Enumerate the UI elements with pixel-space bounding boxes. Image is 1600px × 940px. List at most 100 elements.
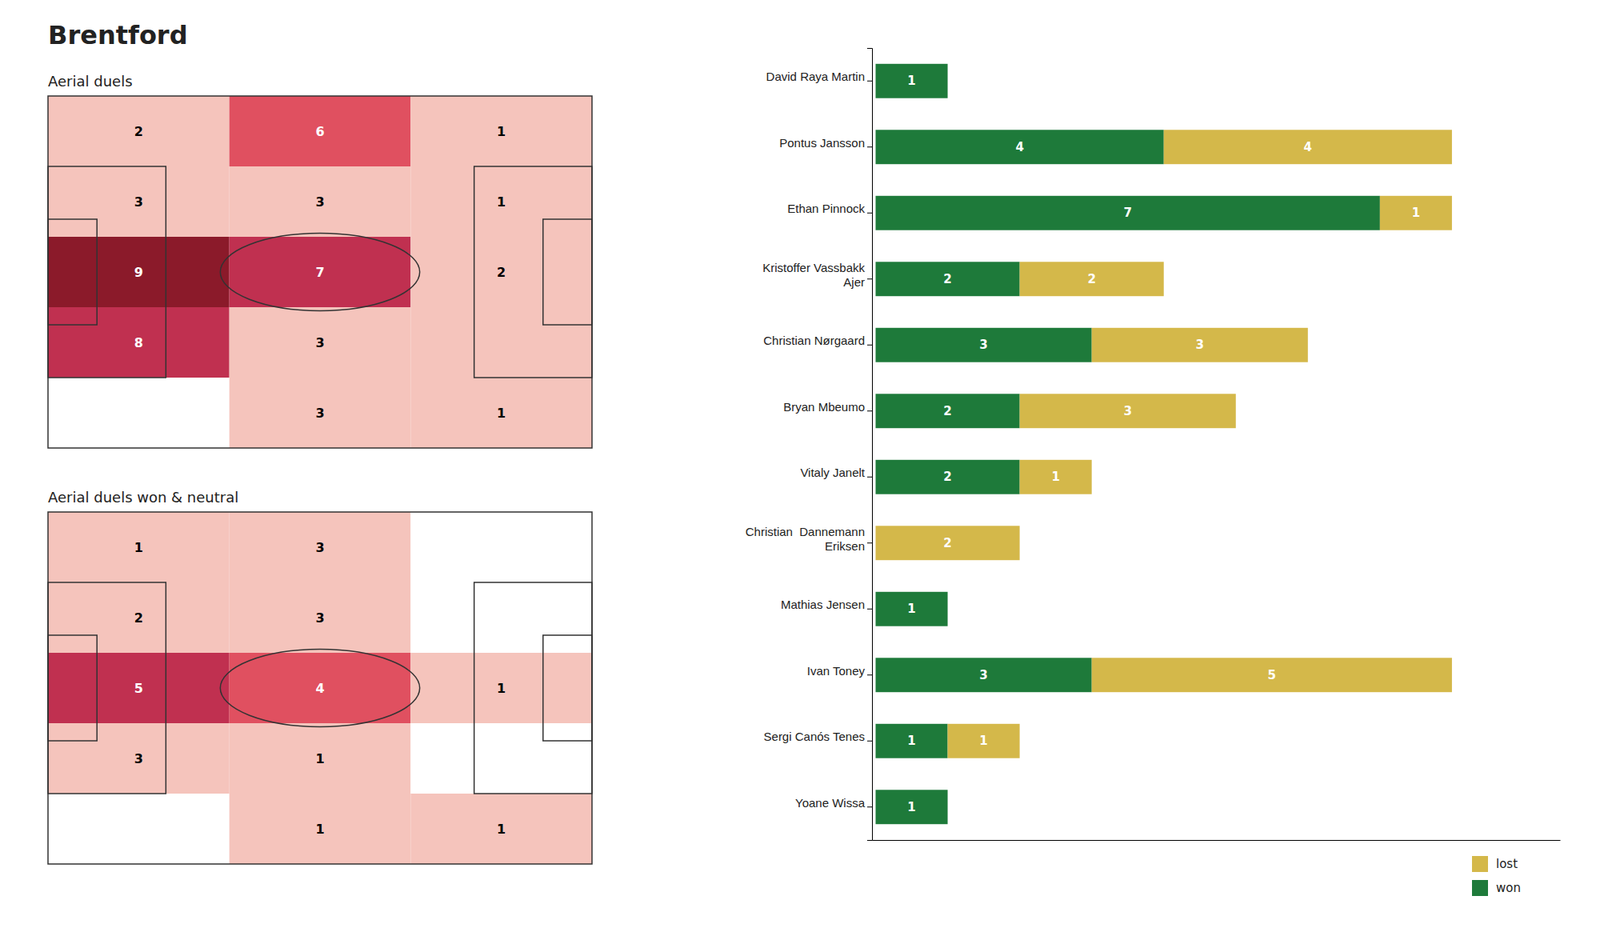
tick-mark bbox=[867, 410, 872, 412]
heatmap-cell bbox=[410, 582, 592, 653]
cells bbox=[48, 512, 592, 864]
heatmap-cell bbox=[48, 793, 230, 864]
tick-label: Kristoffer VassbakkAjer bbox=[762, 260, 865, 289]
series bbox=[876, 129, 1452, 758]
tick-mark bbox=[867, 476, 872, 478]
data-label: 1 bbox=[907, 733, 916, 748]
bar bbox=[876, 460, 1020, 495]
series bbox=[876, 64, 1380, 824]
data-label: 1 bbox=[1412, 205, 1420, 220]
bar bbox=[876, 393, 1020, 428]
heatmap-cell bbox=[48, 236, 230, 308]
tick: Kristoffer VassbakkAjer bbox=[762, 260, 872, 289]
data-label: 2 bbox=[134, 610, 144, 626]
data-label: 1 bbox=[315, 821, 324, 837]
data-label: 7 bbox=[1123, 205, 1132, 220]
tick-mark bbox=[867, 212, 872, 214]
data-label: 3 bbox=[134, 751, 144, 767]
tick-mark bbox=[867, 740, 872, 742]
pitch-line bbox=[474, 582, 592, 794]
heatmap-cell bbox=[410, 723, 592, 794]
bar bbox=[947, 64, 948, 99]
heatmap-cell bbox=[229, 166, 412, 237]
pitch-line bbox=[48, 166, 166, 378]
bar bbox=[1164, 129, 1452, 164]
pitch-lines bbox=[48, 512, 592, 864]
tick-mark bbox=[867, 542, 872, 544]
legend: lostwon bbox=[1472, 856, 1521, 896]
data-labels: 13235413111 bbox=[134, 540, 506, 837]
data-label: 3 bbox=[979, 668, 988, 683]
bar bbox=[1020, 261, 1164, 296]
data-label: 5 bbox=[134, 680, 144, 696]
data-label: 3 bbox=[315, 194, 324, 210]
tick-label: Ethan Pinnock bbox=[787, 201, 865, 216]
tick-mark bbox=[867, 608, 872, 610]
heatmap-cell bbox=[229, 793, 412, 864]
bar bbox=[947, 789, 948, 824]
heatmap-cell bbox=[48, 166, 230, 237]
bar bbox=[876, 196, 1380, 231]
tick-label: Vitaly Janelt bbox=[800, 465, 865, 480]
data-label: 3 bbox=[315, 335, 324, 351]
heatmap-cell bbox=[229, 377, 412, 448]
tick: Sergi Canós Tenes bbox=[764, 729, 872, 744]
data-labels: 2613319728331 bbox=[134, 124, 506, 421]
cells bbox=[48, 96, 592, 448]
data-label: 3 bbox=[1196, 337, 1204, 352]
bar bbox=[1092, 328, 1308, 363]
heatmap-cell bbox=[229, 652, 412, 724]
data-label: 1 bbox=[907, 800, 916, 815]
pitch-line bbox=[474, 166, 592, 378]
bar bbox=[1380, 196, 1452, 231]
heatmap-cell bbox=[48, 723, 230, 794]
chart-root: BrentfordAerial duels2613319728331Aerial… bbox=[0, 0, 1600, 940]
bar bbox=[876, 592, 948, 627]
pitch-lines bbox=[48, 96, 592, 448]
tick: Bryan Mbeumo bbox=[783, 400, 872, 414]
bar bbox=[876, 129, 1164, 164]
pitch-line bbox=[220, 649, 420, 728]
pitch-line bbox=[48, 582, 166, 794]
chart-title: Aerial duels won & neutral bbox=[48, 488, 239, 506]
tick: David Raya Martin bbox=[766, 69, 872, 84]
bar bbox=[876, 64, 948, 99]
tick: Ivan Toney bbox=[807, 664, 872, 678]
pitch-line bbox=[48, 635, 97, 741]
data-label: 3 bbox=[315, 405, 324, 421]
legend-item: won bbox=[1472, 880, 1521, 896]
heatmap-cell bbox=[410, 166, 592, 237]
data-label: 2 bbox=[1087, 272, 1096, 287]
tick-label: Christian DannemannEriksen bbox=[745, 524, 865, 553]
data-labels: 14723221311412331251 bbox=[907, 73, 1420, 815]
bar bbox=[876, 724, 948, 759]
bar bbox=[876, 328, 1092, 363]
legend-swatch bbox=[1472, 880, 1488, 896]
data-label: 1 bbox=[979, 733, 988, 748]
tick-mark bbox=[867, 674, 872, 676]
tick-mark bbox=[867, 806, 872, 808]
data-label: 2 bbox=[134, 124, 144, 140]
axis-line bbox=[872, 840, 1561, 841]
tick: Christian Nørgaard bbox=[763, 333, 872, 348]
heatmap-cell bbox=[48, 96, 230, 167]
legend-label: won bbox=[1496, 880, 1521, 896]
bars bbox=[876, 64, 1452, 824]
data-label: 1 bbox=[907, 73, 916, 88]
data-label: 1 bbox=[496, 680, 506, 696]
chart-title: Aerial duels bbox=[48, 72, 133, 90]
bar bbox=[1020, 460, 1092, 495]
heatmap-cell bbox=[229, 307, 412, 378]
heatmap-cell bbox=[410, 236, 592, 308]
data-label: 3 bbox=[134, 194, 144, 210]
tick-label: Mathias Jensen bbox=[780, 597, 865, 612]
data-label: 1 bbox=[496, 405, 506, 421]
tick-label: Ivan Toney bbox=[807, 664, 866, 678]
data-label: 2 bbox=[943, 469, 952, 484]
heatmap-cell bbox=[229, 512, 412, 583]
heatmap-cell bbox=[229, 723, 412, 794]
bar-chart: 14723221311412331251David Raya MartinPon… bbox=[745, 48, 1561, 897]
data-label: 2 bbox=[496, 264, 506, 280]
heatmap-cell bbox=[48, 582, 230, 653]
heatmap-cell bbox=[229, 582, 412, 653]
